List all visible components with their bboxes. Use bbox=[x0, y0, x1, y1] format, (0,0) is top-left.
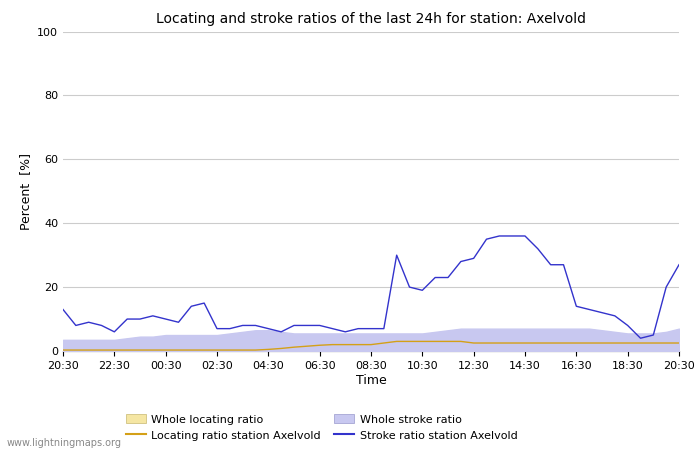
Text: www.lightningmaps.org: www.lightningmaps.org bbox=[7, 438, 122, 448]
X-axis label: Time: Time bbox=[356, 374, 386, 387]
Y-axis label: Percent  [%]: Percent [%] bbox=[19, 153, 32, 230]
Legend: Whole locating ratio, Locating ratio station Axelvold, Whole stroke ratio, Strok: Whole locating ratio, Locating ratio sta… bbox=[126, 414, 517, 441]
Title: Locating and stroke ratios of the last 24h for station: Axelvold: Locating and stroke ratios of the last 2… bbox=[156, 12, 586, 26]
